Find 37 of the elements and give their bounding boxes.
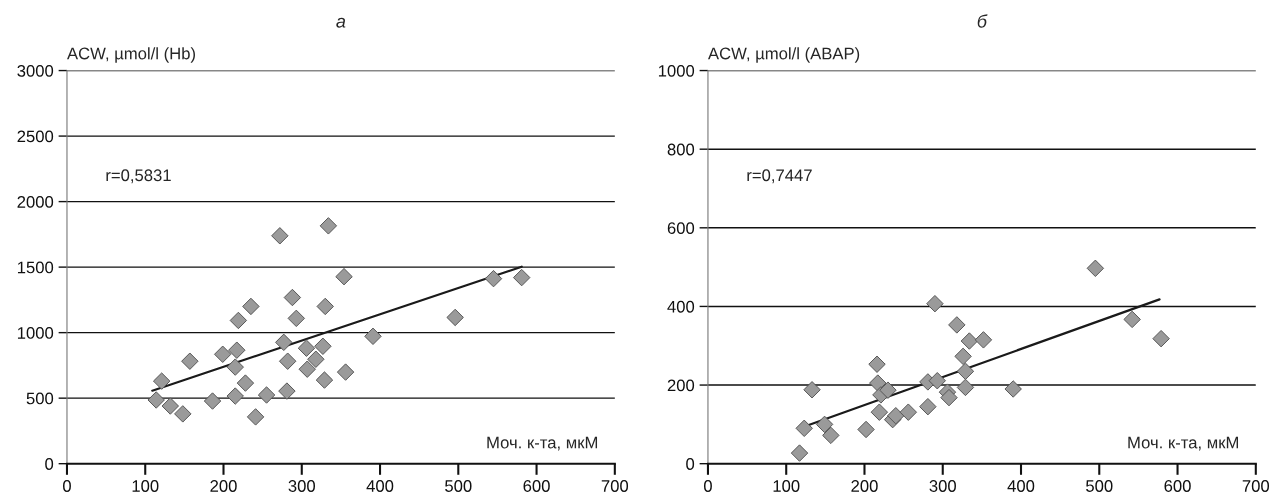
y-tick-label: 800 (667, 143, 695, 156)
x-axis-title: Моч. к-та, мкМ (1128, 436, 1238, 451)
x-tick-label: 300 (288, 480, 316, 492)
x-tick-label: 100 (773, 480, 800, 492)
chart-title: б (977, 14, 988, 28)
y-tick-label: 600 (667, 222, 695, 235)
x-tick-label: 500 (445, 480, 472, 492)
x-tick-label: 400 (1007, 480, 1035, 492)
chart-title: а (336, 17, 346, 28)
y-tick-label: 200 (667, 379, 695, 392)
x-tick-label: 600 (523, 480, 550, 492)
x-tick-label: 300 (929, 480, 956, 492)
y-tick-label: 2500 (17, 130, 54, 143)
y-axis-title: ACW, µmol/l (ABAP) (707, 47, 860, 63)
y-tick-label: 1000 (17, 327, 54, 339)
y-tick-label: 2000 (17, 196, 54, 208)
x-tick-label: 700 (601, 480, 629, 492)
y-tick-label: 400 (667, 300, 695, 313)
x-tick-label: 500 (1086, 480, 1113, 492)
y-tick-label: 500 (26, 392, 54, 405)
annotation: r=0,7447 (747, 169, 812, 184)
x-tick-label: 0 (703, 480, 712, 492)
x-tick-label: 400 (366, 480, 394, 492)
x-tick-label: 0 (62, 480, 71, 492)
annotation: r=0,5831 (106, 169, 171, 184)
y-tick-label: 1000 (658, 64, 695, 77)
x-tick-label: 100 (132, 480, 159, 492)
x-axis-title: Моч. к-та, мкМ (487, 436, 598, 451)
y-axis-title: ACW, µmol/l (Hb) (67, 47, 195, 63)
x-tick-label: 700 (1242, 480, 1270, 492)
x-tick-label: 200 (210, 480, 237, 492)
y-tick-label: 3000 (17, 64, 54, 77)
x-tick-label: 200 (851, 480, 878, 492)
y-tick-label: 0 (45, 458, 54, 470)
x-tick-label: 600 (1164, 480, 1191, 492)
y-tick-label: 1500 (17, 261, 54, 274)
y-tick-label: 0 (686, 458, 695, 470)
